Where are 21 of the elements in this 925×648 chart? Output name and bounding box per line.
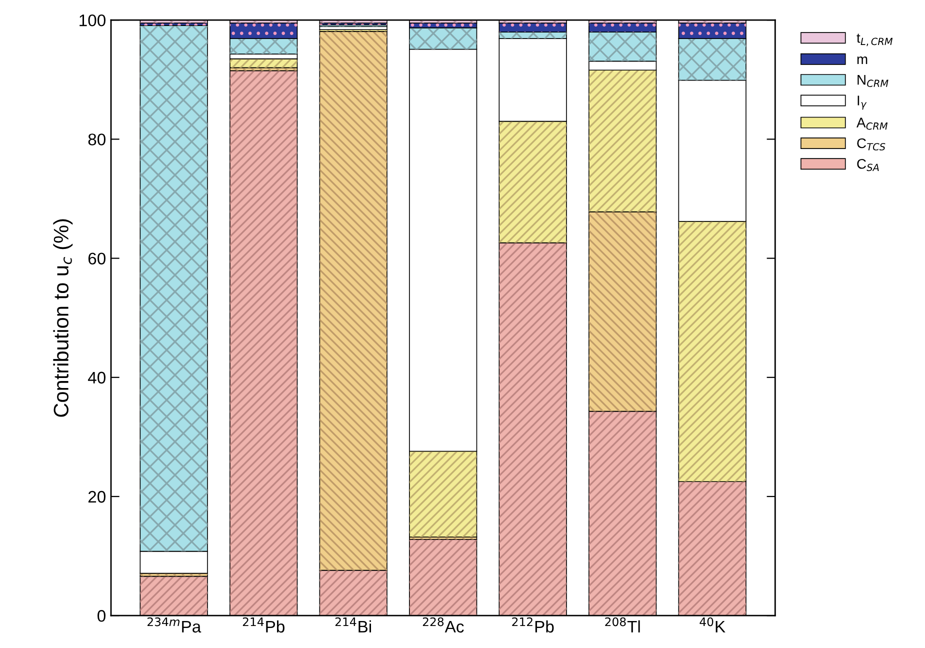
legend-label: C$_{SA}$ [857,158,879,172]
legend-label: I$_{γ}$ [858,96,867,110]
y-tick-label: 40 [88,372,106,384]
x-tick-label: $^{40}$K [700,617,726,632]
x-tick-label: $^{208}$Tl [605,617,640,632]
y-tick-label: 60 [88,252,106,264]
y-tick-label: 20 [88,490,106,503]
x-tick-label: $^{214}$Bi [335,617,371,632]
y-axis-title: Contribution to u$_{c}$ (%) [53,219,73,417]
x-tick-label: $^{228}$Ac [422,617,464,633]
legend-label: t$_{L,CRM}$ [856,34,893,46]
legend-label: m [857,56,868,64]
legend-label: A$_{CRM}$ [856,118,888,130]
x-tick-label: $^{214}$Pb [242,617,284,633]
legend-label: C$_{TCS}$ [857,138,886,150]
legend-label: N$_{CRM}$ [858,75,888,88]
y-tick-label: 80 [88,134,106,146]
y-tick-label: 100 [80,14,106,26]
y-tick-label: 0 [98,610,106,622]
x-tick-label: $^{212}$Pb [512,617,554,633]
x-tick-label: $^{234m}$Pa [148,617,202,633]
